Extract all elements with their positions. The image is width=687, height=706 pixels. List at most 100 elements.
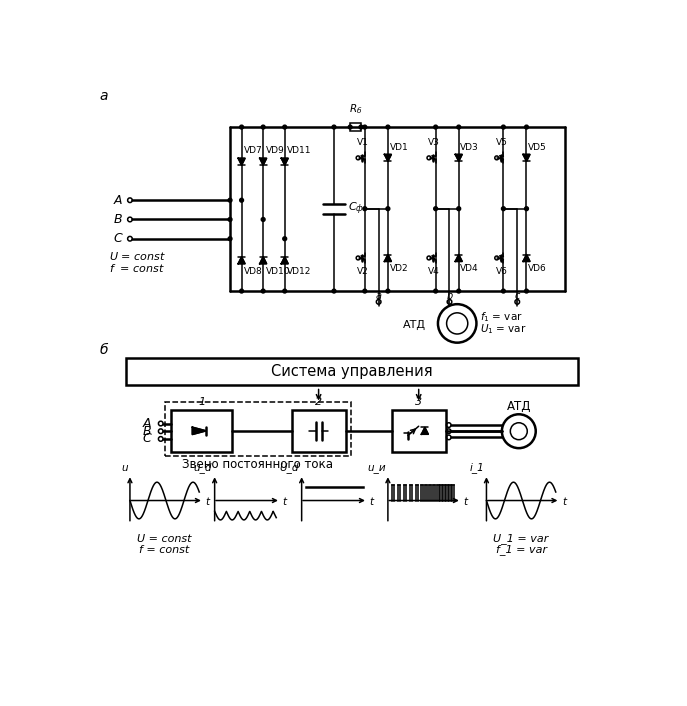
Polygon shape (260, 257, 267, 264)
Bar (165, 402, 351, 456)
Text: t: t (205, 497, 210, 507)
Text: АТД: АТД (506, 400, 531, 413)
Text: U_1 = var: U_1 = var (493, 534, 549, 544)
Text: C: C (113, 232, 122, 245)
Polygon shape (385, 254, 392, 261)
Text: t: t (370, 497, 374, 507)
Text: $R_б$: $R_б$ (349, 102, 362, 116)
Text: VD9: VD9 (265, 146, 284, 155)
Circle shape (283, 125, 286, 129)
Circle shape (433, 125, 438, 129)
Text: VD11: VD11 (287, 146, 311, 155)
Circle shape (228, 237, 232, 241)
Text: VD8: VD8 (244, 267, 262, 275)
Text: Звено постоянного тока: Звено постоянного тока (182, 457, 333, 471)
Circle shape (261, 289, 265, 293)
Bar (171, 409, 232, 452)
Polygon shape (421, 427, 428, 434)
Text: 2: 2 (315, 397, 322, 407)
Circle shape (457, 207, 461, 210)
Text: b: b (447, 291, 453, 301)
Circle shape (240, 125, 243, 129)
Circle shape (433, 207, 438, 210)
Text: B: B (113, 213, 122, 226)
Text: U_d: U_d (280, 462, 300, 473)
Text: V3: V3 (428, 138, 440, 147)
Circle shape (525, 289, 528, 293)
Circle shape (525, 125, 528, 129)
Polygon shape (385, 155, 392, 162)
Text: u: u (121, 463, 128, 473)
Text: V5: V5 (496, 138, 508, 147)
Polygon shape (238, 158, 245, 165)
Text: U = const: U = const (137, 534, 192, 544)
Text: а: а (99, 89, 108, 103)
Text: u_d: u_d (194, 462, 212, 473)
Circle shape (240, 289, 243, 293)
Circle shape (386, 207, 390, 210)
Circle shape (228, 198, 232, 202)
Circle shape (502, 289, 506, 293)
Circle shape (228, 217, 232, 222)
Text: VD10: VD10 (265, 267, 290, 275)
Text: t: t (562, 497, 566, 507)
Circle shape (433, 289, 438, 293)
Circle shape (332, 125, 336, 129)
Text: $f_1$ = var: $f_1$ = var (480, 311, 523, 324)
Polygon shape (455, 254, 462, 261)
Circle shape (363, 289, 367, 293)
Text: VD1: VD1 (390, 143, 408, 152)
Polygon shape (523, 155, 530, 162)
Text: $U_1$ = var: $U_1$ = var (480, 323, 527, 337)
Circle shape (457, 125, 461, 129)
Text: VD4: VD4 (460, 264, 479, 273)
Circle shape (359, 125, 363, 129)
Text: VD6: VD6 (528, 264, 547, 273)
Bar (392, 409, 446, 452)
Text: V1: V1 (357, 138, 369, 147)
Text: c: c (515, 291, 520, 301)
Circle shape (261, 217, 265, 222)
Text: C: C (143, 432, 152, 445)
Text: 1: 1 (198, 397, 205, 407)
Text: t: t (282, 497, 286, 507)
Text: Система управления: Система управления (271, 364, 433, 379)
Text: a: a (376, 291, 382, 301)
Bar (126, 358, 578, 385)
Text: VD3: VD3 (460, 143, 479, 152)
Circle shape (283, 237, 286, 241)
Text: A: A (114, 193, 122, 207)
Text: $C_ф$: $C_ф$ (348, 201, 364, 217)
Bar (292, 409, 346, 452)
Polygon shape (281, 158, 288, 165)
Text: б: б (99, 343, 108, 357)
Circle shape (386, 125, 390, 129)
Circle shape (457, 289, 461, 293)
Circle shape (386, 289, 390, 293)
Circle shape (261, 125, 265, 129)
Text: V6: V6 (496, 268, 508, 276)
Text: VD2: VD2 (390, 264, 408, 273)
Text: f = const: f = const (139, 545, 190, 555)
Text: 3: 3 (415, 397, 423, 407)
Text: A: A (143, 417, 152, 430)
Polygon shape (281, 257, 288, 264)
Text: f_1 = var: f_1 = var (495, 544, 547, 555)
Text: $U$ = const: $U$ = const (109, 250, 166, 262)
Text: V4: V4 (428, 268, 440, 276)
Circle shape (525, 207, 528, 210)
Circle shape (240, 198, 243, 202)
Text: B: B (143, 425, 152, 438)
Text: VD5: VD5 (528, 143, 547, 152)
Text: VD12: VD12 (287, 267, 311, 275)
Circle shape (502, 125, 506, 129)
Text: i_1: i_1 (469, 462, 484, 473)
Polygon shape (455, 155, 462, 162)
Circle shape (348, 125, 352, 129)
Text: t: t (463, 497, 467, 507)
Polygon shape (523, 254, 530, 261)
Polygon shape (192, 427, 206, 434)
Text: u_и: u_и (367, 463, 385, 473)
Polygon shape (260, 158, 267, 165)
Text: $f$  = const: $f$ = const (109, 262, 166, 274)
